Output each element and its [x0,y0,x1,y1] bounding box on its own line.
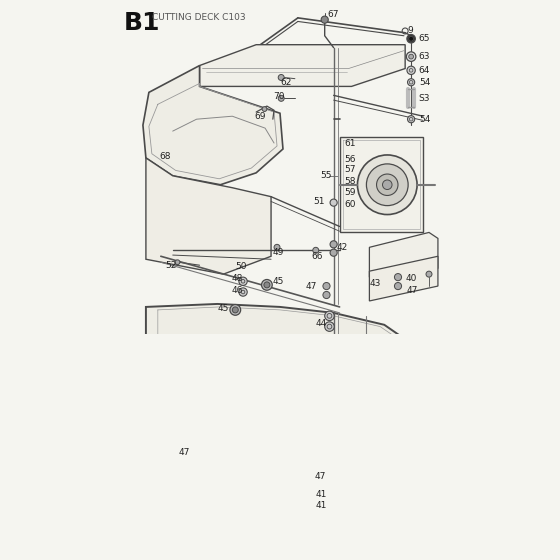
Circle shape [175,260,180,265]
Text: 54: 54 [419,115,430,124]
Circle shape [325,311,334,321]
Circle shape [194,450,199,456]
Circle shape [382,180,392,189]
Circle shape [230,305,241,315]
Polygon shape [143,66,283,185]
Text: S3: S3 [419,94,430,103]
Ellipse shape [344,358,407,405]
Text: 61: 61 [344,138,356,147]
Text: 54: 54 [419,78,430,87]
Circle shape [407,66,416,74]
Circle shape [409,54,413,59]
Circle shape [330,249,337,256]
Circle shape [239,277,247,286]
Circle shape [278,74,284,81]
Circle shape [337,468,343,474]
Ellipse shape [208,354,251,390]
Circle shape [262,279,272,290]
Circle shape [325,322,334,332]
Text: 52: 52 [166,261,177,270]
Text: 55: 55 [320,171,332,180]
Text: 41: 41 [316,501,327,510]
Text: 59: 59 [344,188,356,197]
Text: 67: 67 [328,10,339,19]
Text: 49: 49 [273,248,284,257]
Text: B1: B1 [124,11,160,35]
Circle shape [408,115,415,123]
Polygon shape [339,137,423,232]
Text: 47: 47 [407,286,418,295]
Circle shape [323,291,330,298]
Circle shape [426,271,432,277]
Text: 48: 48 [231,274,242,283]
Polygon shape [199,45,405,86]
Text: 43: 43 [370,278,381,288]
Text: 51: 51 [313,197,325,206]
Polygon shape [370,256,438,301]
Text: 46: 46 [231,286,242,295]
Text: 68: 68 [160,152,171,161]
Circle shape [239,288,247,296]
Circle shape [313,248,319,253]
Ellipse shape [358,367,393,396]
Text: 66: 66 [311,252,323,261]
Ellipse shape [202,349,257,395]
Circle shape [409,36,413,41]
Circle shape [321,16,328,24]
Text: 64: 64 [419,66,430,75]
Circle shape [394,273,402,281]
Text: 40: 40 [405,274,417,283]
Text: 56: 56 [344,155,356,164]
Circle shape [264,282,270,288]
Text: 9: 9 [408,26,413,35]
Circle shape [323,282,330,290]
Circle shape [394,282,402,290]
Circle shape [274,244,280,250]
Circle shape [232,307,239,313]
Text: 47: 47 [179,449,190,458]
Circle shape [206,450,212,456]
Text: 41: 41 [316,490,327,499]
Text: 57: 57 [344,165,356,174]
Text: 58: 58 [344,178,356,186]
Circle shape [357,155,417,214]
Text: 65: 65 [419,34,430,43]
Polygon shape [370,232,438,277]
Text: 45: 45 [217,304,229,313]
Circle shape [330,199,337,206]
Text: 70: 70 [273,92,284,101]
Circle shape [362,468,367,474]
Text: 69: 69 [254,113,266,122]
Text: 42: 42 [337,243,348,252]
Polygon shape [146,304,447,453]
Circle shape [407,35,416,43]
Text: 44: 44 [316,319,327,328]
Circle shape [330,241,337,248]
Circle shape [262,106,267,111]
Circle shape [326,468,332,474]
Text: 60: 60 [344,200,356,209]
Text: 47: 47 [306,282,317,291]
Text: 45: 45 [273,277,284,286]
Text: 50: 50 [235,263,247,272]
Ellipse shape [337,351,414,412]
Text: 63: 63 [419,52,430,61]
Polygon shape [146,158,271,274]
Text: 47: 47 [315,472,326,481]
Text: 62: 62 [280,78,291,87]
Circle shape [278,95,284,101]
Circle shape [408,78,415,86]
Circle shape [330,492,337,498]
Circle shape [407,52,416,62]
Circle shape [376,174,398,195]
Circle shape [366,164,408,206]
Text: CUTTING DECK C103: CUTTING DECK C103 [152,13,245,22]
